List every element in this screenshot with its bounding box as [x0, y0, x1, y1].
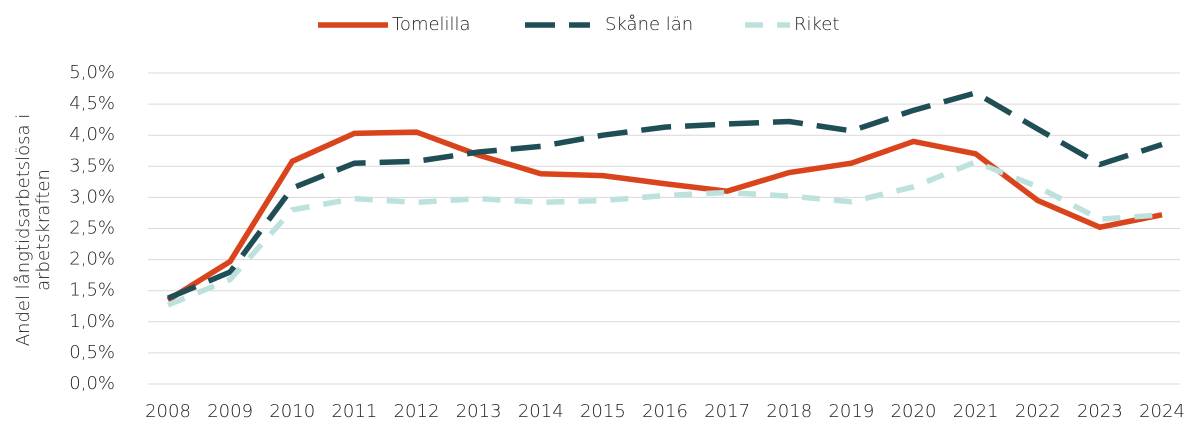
- x-tick-label: 2011: [331, 401, 377, 422]
- y-tick-label: 3,5%: [69, 155, 115, 176]
- y-tick-label: 3,0%: [69, 186, 115, 207]
- y-axis-label: Andel långtidsarbetslösa i: [13, 114, 34, 347]
- y-tick-label: 5,0%: [69, 62, 115, 83]
- x-tick-label: 2017: [704, 401, 750, 422]
- x-tick-label: 2024: [1139, 401, 1185, 422]
- x-tick-label: 2012: [394, 401, 440, 422]
- y-tick-label: 0,0%: [69, 373, 115, 394]
- legend-label: Skåne län: [605, 14, 693, 35]
- legend-label: Riket: [794, 14, 839, 35]
- x-tick-label: 2021: [953, 401, 999, 422]
- series-line: [166, 129, 1163, 303]
- y-tick-label: 4,5%: [69, 93, 115, 114]
- y-tick-label: 2,0%: [69, 249, 115, 270]
- x-tick-label: 2009: [207, 401, 253, 422]
- x-tick-label: 2013: [456, 401, 502, 422]
- y-tick-label: 2,5%: [69, 218, 115, 239]
- x-tick-label: 2014: [518, 401, 564, 422]
- legend-label: Tomelilla: [392, 14, 471, 35]
- y-tick-label: 0,5%: [69, 342, 115, 363]
- x-tick-label: 2022: [1015, 401, 1061, 422]
- x-tick-label: 2010: [269, 401, 315, 422]
- series-line: [166, 158, 1163, 308]
- x-tick-label: 2019: [828, 401, 874, 422]
- y-tick-label: 4,0%: [69, 124, 115, 145]
- x-tick-label: 2018: [766, 401, 812, 422]
- series-line: [166, 89, 1163, 301]
- y-axis-label: arbetskraften: [33, 169, 54, 291]
- x-tick-label: 2020: [891, 401, 937, 422]
- x-tick-label: 2015: [580, 401, 626, 422]
- y-tick-label: 1,5%: [69, 280, 115, 301]
- x-tick-label: 2008: [145, 401, 191, 422]
- x-tick-label: 2023: [1077, 401, 1123, 422]
- x-tick-label: 2016: [642, 401, 688, 422]
- y-tick-label: 1,0%: [69, 311, 115, 332]
